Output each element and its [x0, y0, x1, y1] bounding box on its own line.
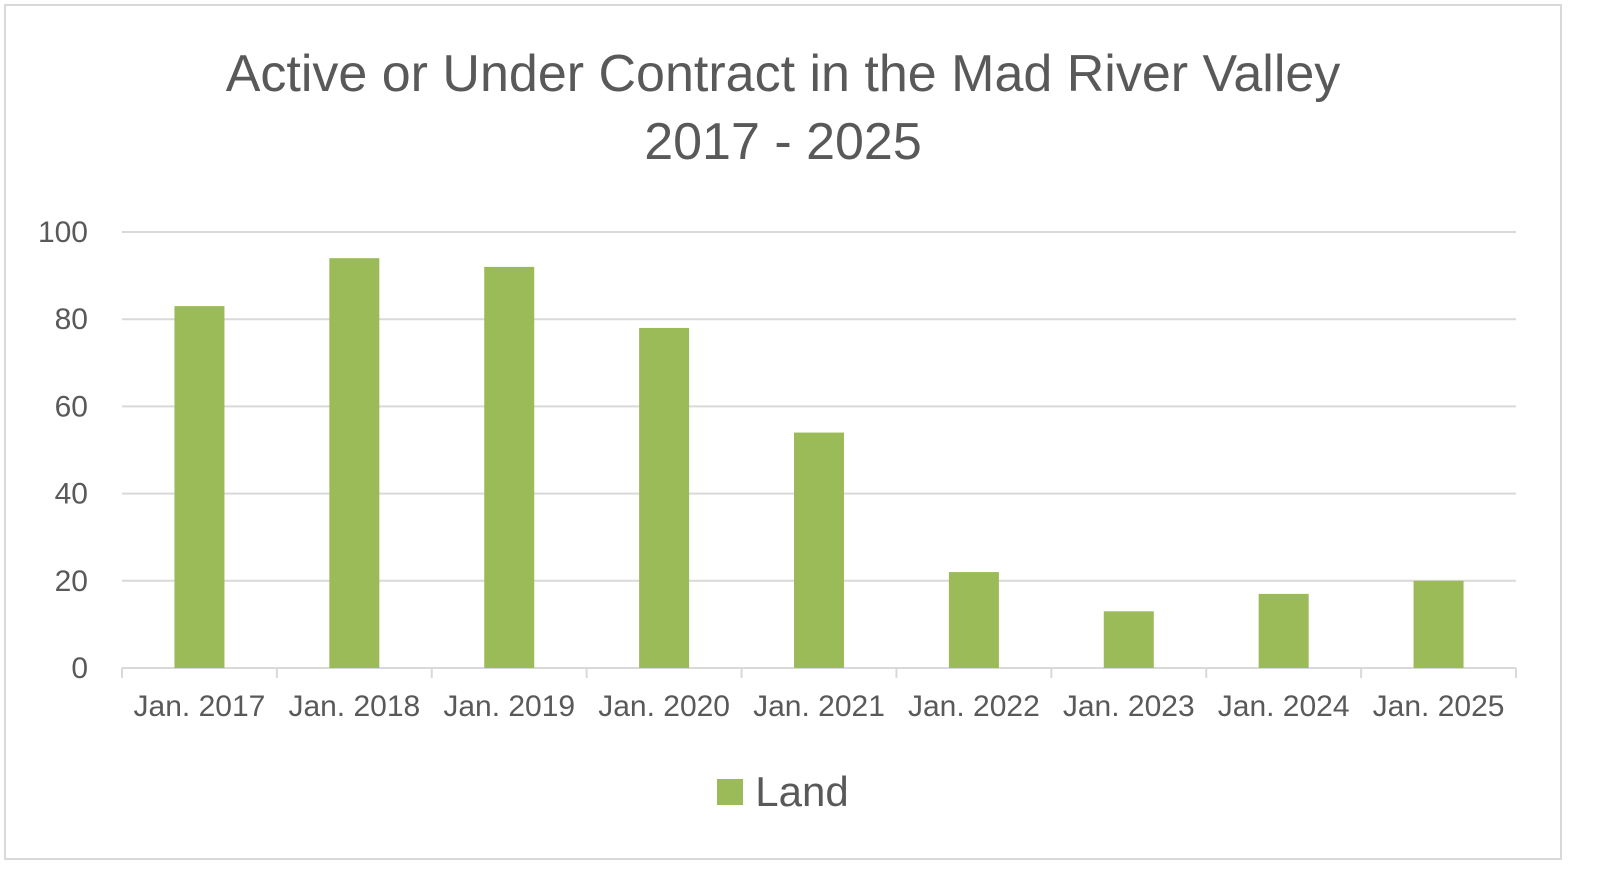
bar	[639, 327, 690, 668]
bar	[1258, 593, 1309, 668]
bar	[1103, 611, 1154, 668]
y-tick-label: 0	[71, 652, 88, 685]
legend-label-land: Land	[755, 768, 849, 815]
bar	[794, 432, 844, 668]
x-tick-label: Jan. 2020	[598, 690, 730, 723]
y-tick-label: 60	[55, 390, 88, 423]
bar	[329, 258, 380, 668]
x-tick-label: Jan. 2021	[753, 690, 885, 723]
x-tick-label: Jan. 2024	[1218, 690, 1350, 723]
y-tick-label: 20	[55, 565, 88, 598]
chart-frame	[4, 4, 1562, 860]
chart-title: Active or Under Contract in the Mad Rive…	[225, 45, 1341, 103]
x-tick-label: Jan. 2018	[288, 690, 420, 723]
bar	[174, 306, 225, 668]
x-tick-label: Jan. 2022	[908, 690, 1040, 723]
y-tick-label: 100	[38, 216, 88, 249]
y-tick-label: 40	[55, 478, 88, 511]
y-tick-label: 80	[55, 303, 88, 336]
x-tick-label: Jan. 2023	[1063, 690, 1195, 723]
x-tick-label: Jan. 2017	[134, 690, 266, 723]
x-tick-label: Jan. 2019	[443, 690, 575, 723]
legend-swatch-land	[717, 779, 744, 805]
bar	[948, 572, 999, 668]
bar	[484, 266, 535, 668]
legend: Land	[0, 768, 1566, 816]
chart-subtitle: 2017 - 2025	[644, 113, 922, 171]
x-tick-label: Jan. 2025	[1373, 690, 1505, 723]
bar	[1413, 580, 1464, 668]
